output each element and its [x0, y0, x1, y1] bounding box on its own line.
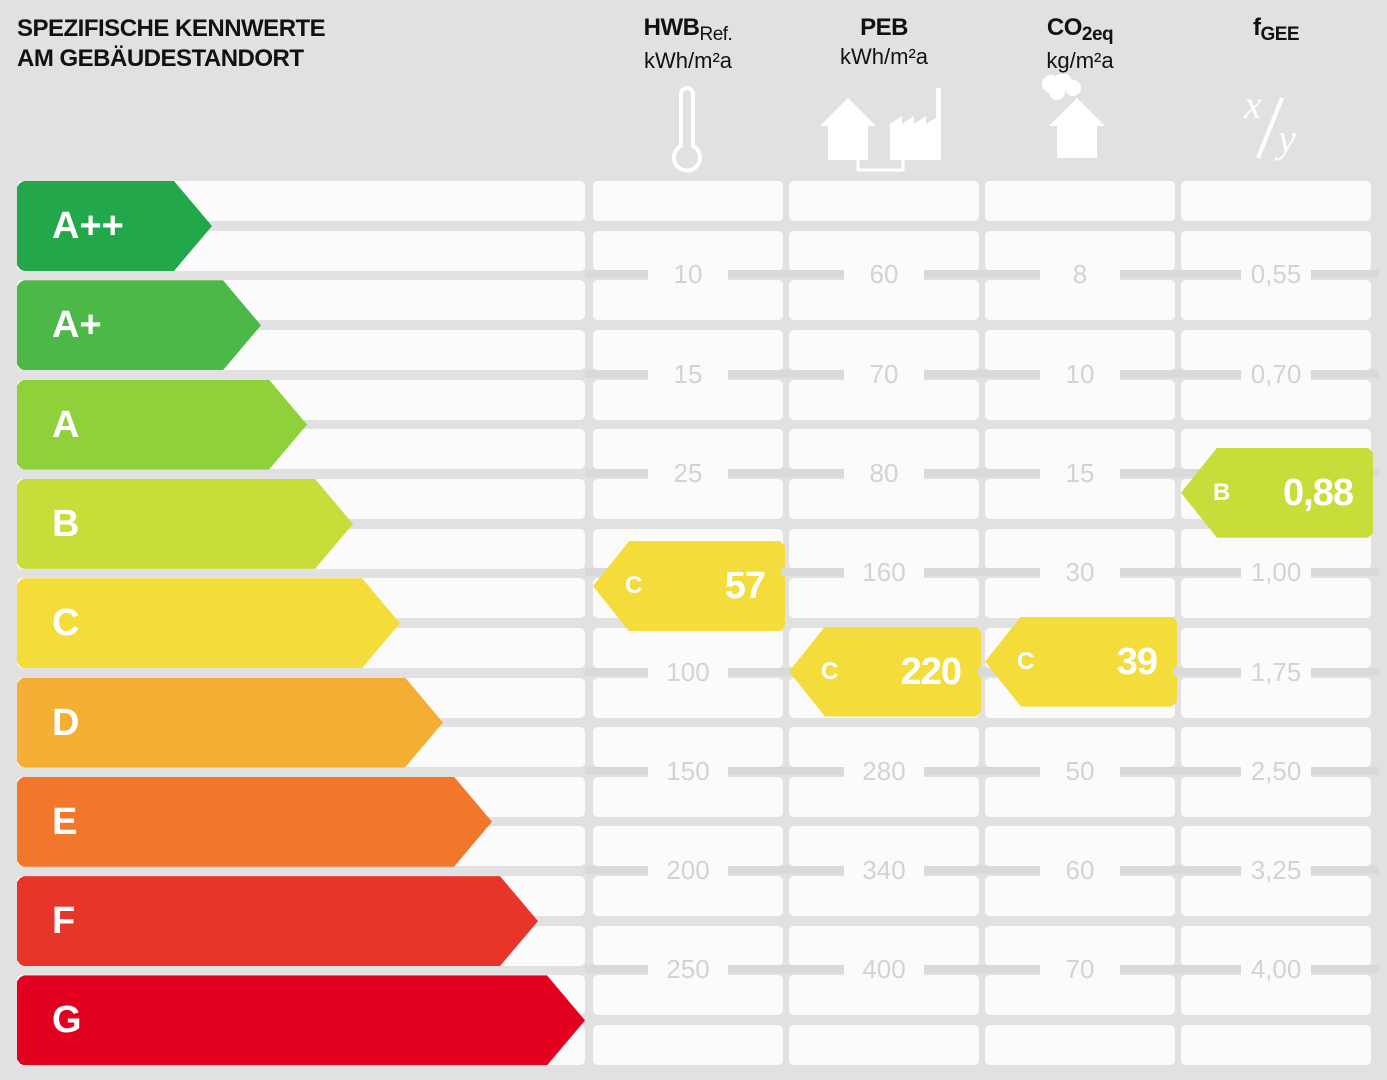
marker-class: B: [1213, 478, 1231, 506]
column-name: fGEE: [1181, 14, 1371, 46]
svg-text:y: y: [1274, 116, 1296, 161]
tick-label: 60: [1040, 855, 1120, 886]
class-bar-aplus: A+: [17, 280, 261, 370]
tick-label: 0,70: [1241, 358, 1311, 389]
tick-label: 15: [648, 358, 728, 389]
grid-cell: [593, 1025, 783, 1066]
tick-label: 25: [648, 457, 728, 488]
marker-class: C: [821, 657, 839, 685]
column-name-main: f: [1252, 14, 1261, 41]
column-name-sub: Ref.: [699, 24, 733, 45]
column-name-sub: 2eq: [1081, 24, 1114, 45]
column-name-sub: GEE: [1260, 24, 1300, 45]
tick-label: 100: [648, 656, 728, 687]
grid-cell: [985, 1025, 1175, 1066]
marker-value: 39: [1116, 640, 1157, 683]
title-line-2: AM GEBÄUDESTANDORT: [17, 45, 304, 72]
tick-label: 4,00: [1241, 954, 1311, 985]
class-bar-a: A: [17, 380, 307, 470]
marker-class: C: [1017, 647, 1035, 675]
grid-cell: [789, 181, 979, 221]
class-bar-d: D: [17, 678, 443, 768]
tick-label: 10: [648, 259, 728, 290]
tick-label: 400: [844, 954, 924, 985]
rating-marker: C 220: [789, 627, 981, 717]
svg-text:x: x: [1243, 82, 1262, 127]
tick-label: 60: [844, 259, 924, 290]
column-header: PEB kWh/m²a: [789, 14, 979, 70]
marker-class: C: [625, 572, 643, 600]
column-name-main: PEB: [860, 14, 908, 41]
house-factory-icon: [818, 84, 948, 179]
tick-label: 80: [844, 457, 924, 488]
class-bar-b: B: [17, 479, 353, 569]
tick-label: 70: [1040, 954, 1120, 985]
tick-label: 1,75: [1241, 656, 1311, 687]
tick-label: 340: [844, 855, 924, 886]
column-name: HWBRef.: [593, 14, 783, 46]
tick-label: 0,55: [1241, 259, 1311, 290]
marker-value: 57: [724, 565, 765, 608]
column-unit: kWh/m²a: [840, 44, 928, 69]
tick-label: 15: [1040, 457, 1120, 488]
tick-label: 10: [1040, 358, 1120, 389]
class-bar-c: C: [17, 578, 400, 668]
tick-label: 2,50: [1241, 755, 1311, 786]
class-bar-e: E: [17, 777, 492, 867]
column-name: PEB: [789, 14, 979, 42]
column-header: HWBRef. kWh/m²a: [593, 14, 783, 74]
class-bar-f: F: [17, 876, 538, 966]
marker-value: 220: [900, 650, 961, 693]
tick-label: 70: [844, 358, 924, 389]
grid-cell: [789, 1025, 979, 1066]
house-smoke-icon: [1035, 73, 1115, 169]
rating-marker: B 0,88: [1181, 448, 1373, 538]
class-bar-g: G: [17, 975, 585, 1065]
tick-label: 50: [1040, 755, 1120, 786]
grid-cell: [985, 181, 1175, 221]
tick-label: 30: [1040, 557, 1120, 588]
column-unit: kWh/m²a: [644, 48, 732, 73]
rating-marker: C 57: [593, 541, 785, 631]
tick-label: 3,25: [1241, 855, 1311, 886]
tick-label: 250: [648, 954, 728, 985]
chart-title: SPEZIFISCHE KENNWERTE AM GEBÄUDESTANDORT: [17, 14, 326, 74]
tick-label: 8: [1040, 259, 1120, 290]
column-unit: kg/m²a: [1046, 48, 1114, 73]
title-line-1: SPEZIFISCHE KENNWERTE: [17, 15, 326, 42]
tick-label: 160: [844, 557, 924, 588]
tick-label: 1,00: [1241, 557, 1311, 588]
column-name: CO2eq: [985, 14, 1175, 46]
column-name-main: CO: [1046, 14, 1083, 41]
thermometer-icon: [667, 86, 707, 181]
marker-value: 0,88: [1283, 471, 1353, 514]
grid-cell: [593, 181, 783, 221]
tick-label: 150: [648, 755, 728, 786]
class-bar-aplusplus: A++: [17, 181, 212, 271]
grid-cell: [1181, 1025, 1371, 1066]
column-name-main: HWB: [643, 14, 700, 41]
tick-label: 200: [648, 855, 728, 886]
column-header: fGEE: [1181, 14, 1371, 46]
column-header: CO2eq kg/m²a: [985, 14, 1175, 74]
rating-marker: C 39: [985, 617, 1177, 707]
grid-cell: [1181, 181, 1371, 221]
tick-label: 280: [844, 755, 924, 786]
